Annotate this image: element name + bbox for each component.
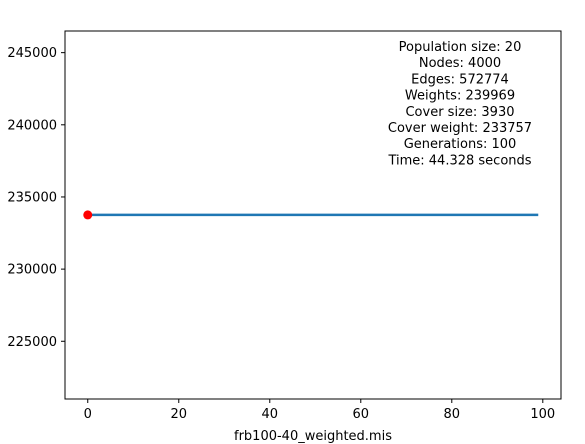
x-tick-label: 20 [170,407,187,422]
x-tick-label: 60 [353,407,370,422]
x-tick-label: 0 [84,407,92,422]
x-axis: 0 20 40 60 80 100 [84,399,556,422]
y-tick-label: 230000 [7,263,57,278]
info-line: Nodes: 4000 [419,56,501,71]
best-point-marker [83,210,92,219]
y-tick-label: 245000 [7,46,57,61]
info-line: Population size: 20 [399,40,522,55]
info-line: Cover size: 3930 [405,105,514,120]
y-tick-label: 225000 [7,335,57,350]
info-line: Weights: 239969 [405,89,515,104]
y-tick-label: 235000 [7,190,57,205]
x-tick-label: 40 [261,407,278,422]
y-tick-label: 240000 [7,118,57,133]
info-line: Cover weight: 233757 [388,121,532,136]
info-line: Generations: 100 [404,137,517,152]
info-line: Time: 44.328 seconds [387,153,531,168]
y-axis: 225000 230000 235000 240000 245000 [7,46,65,350]
x-tick-label: 100 [530,407,555,422]
x-axis-title: frb100-40_weighted.mis [234,429,392,444]
x-tick-label: 80 [444,407,461,422]
info-line: Edges: 572774 [411,72,509,87]
